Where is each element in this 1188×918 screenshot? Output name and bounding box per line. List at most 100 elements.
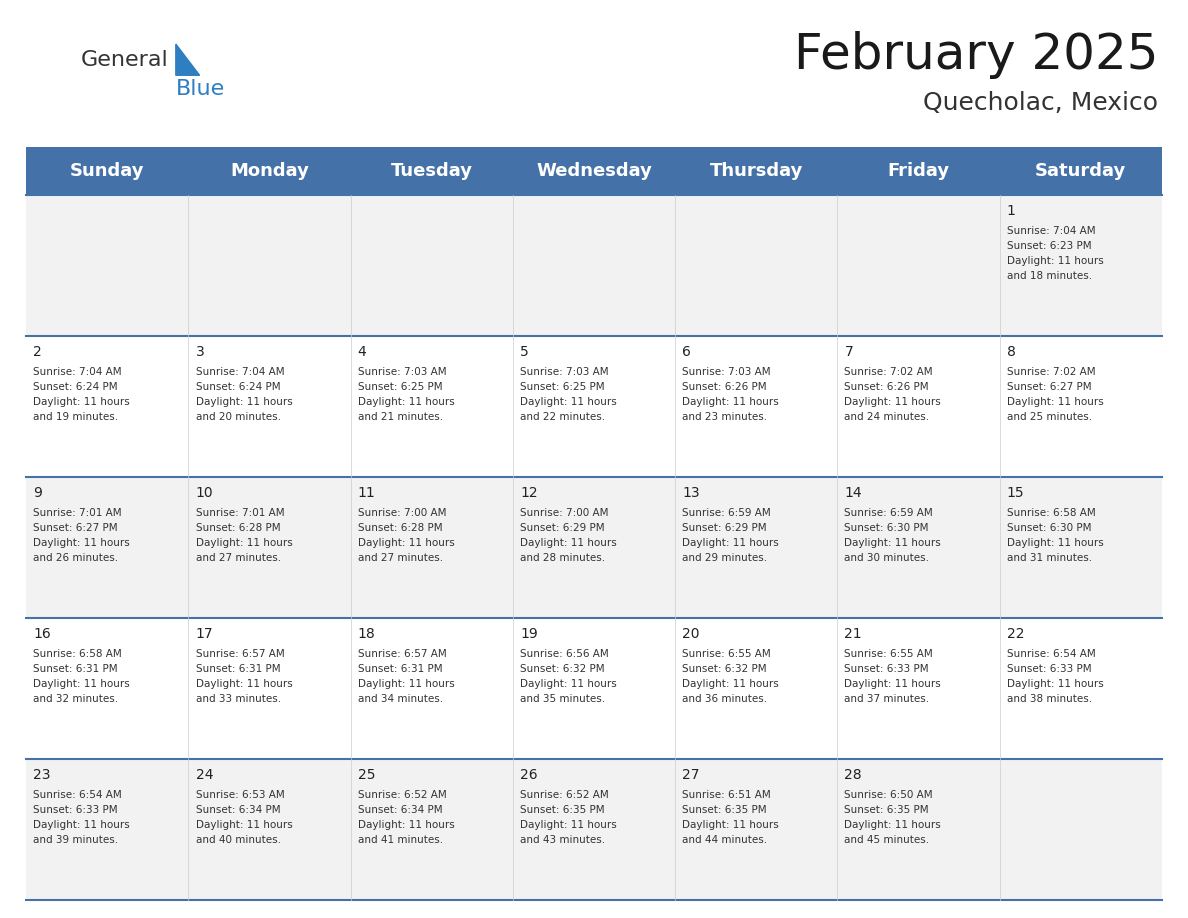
Text: Sunrise: 6:50 AM: Sunrise: 6:50 AM [845,790,933,800]
Text: Sunrise: 7:00 AM: Sunrise: 7:00 AM [520,508,608,518]
Text: Sunset: 6:30 PM: Sunset: 6:30 PM [1006,523,1092,533]
Text: Daylight: 11 hours: Daylight: 11 hours [196,679,292,689]
Text: Sunset: 6:27 PM: Sunset: 6:27 PM [33,523,118,533]
Text: and 35 minutes.: and 35 minutes. [520,694,605,704]
Text: Daylight: 11 hours: Daylight: 11 hours [1006,397,1104,408]
Text: Sunset: 6:29 PM: Sunset: 6:29 PM [682,523,767,533]
Text: and 27 minutes.: and 27 minutes. [196,554,280,564]
Text: 5: 5 [520,345,529,359]
Text: Sunset: 6:33 PM: Sunset: 6:33 PM [845,664,929,674]
Text: 16: 16 [33,627,51,641]
Text: and 39 minutes.: and 39 minutes. [33,835,119,845]
Text: 3: 3 [196,345,204,359]
Text: Daylight: 11 hours: Daylight: 11 hours [845,821,941,830]
Text: Daylight: 11 hours: Daylight: 11 hours [520,538,617,548]
Text: Sunset: 6:32 PM: Sunset: 6:32 PM [520,664,605,674]
Text: 24: 24 [196,767,213,782]
Text: and 26 minutes.: and 26 minutes. [33,554,119,564]
Text: Sunrise: 7:01 AM: Sunrise: 7:01 AM [196,508,284,518]
Text: 12: 12 [520,486,538,499]
Text: Sunrise: 6:54 AM: Sunrise: 6:54 AM [1006,649,1095,659]
Text: 25: 25 [358,767,375,782]
Text: Daylight: 11 hours: Daylight: 11 hours [682,821,779,830]
Text: and 45 minutes.: and 45 minutes. [845,835,930,845]
Text: Daylight: 11 hours: Daylight: 11 hours [196,538,292,548]
Text: and 20 minutes.: and 20 minutes. [196,412,280,422]
Text: Sunrise: 7:02 AM: Sunrise: 7:02 AM [845,367,933,377]
Bar [26,195,1162,336]
Text: Daylight: 11 hours: Daylight: 11 hours [845,538,941,548]
Text: 27: 27 [682,767,700,782]
Text: and 38 minutes.: and 38 minutes. [1006,694,1092,704]
Text: Sunset: 6:33 PM: Sunset: 6:33 PM [33,805,118,815]
Text: and 27 minutes.: and 27 minutes. [358,554,443,564]
Text: Sunrise: 6:53 AM: Sunrise: 6:53 AM [196,790,284,800]
Text: and 37 minutes.: and 37 minutes. [845,694,930,704]
Text: Sunset: 6:35 PM: Sunset: 6:35 PM [682,805,767,815]
Bar [26,476,1162,618]
Text: Sunset: 6:25 PM: Sunset: 6:25 PM [358,382,442,392]
Text: Blue: Blue [176,79,225,99]
Text: Sunset: 6:24 PM: Sunset: 6:24 PM [196,382,280,392]
Text: 20: 20 [682,627,700,641]
Text: and 33 minutes.: and 33 minutes. [196,694,280,704]
Text: Sunset: 6:31 PM: Sunset: 6:31 PM [196,664,280,674]
Text: and 40 minutes.: and 40 minutes. [196,835,280,845]
Text: 6: 6 [682,345,691,359]
Text: and 31 minutes.: and 31 minutes. [1006,554,1092,564]
Text: Daylight: 11 hours: Daylight: 11 hours [1006,256,1104,266]
Text: Sunday: Sunday [70,162,145,180]
Text: Sunrise: 6:59 AM: Sunrise: 6:59 AM [682,508,771,518]
Bar [26,336,1162,476]
Text: Sunrise: 6:52 AM: Sunrise: 6:52 AM [520,790,608,800]
Text: 9: 9 [33,486,42,499]
Text: Sunrise: 7:04 AM: Sunrise: 7:04 AM [33,367,122,377]
Text: Sunrise: 7:03 AM: Sunrise: 7:03 AM [520,367,608,377]
Text: Daylight: 11 hours: Daylight: 11 hours [33,821,129,830]
Text: and 23 minutes.: and 23 minutes. [682,412,767,422]
Text: 21: 21 [845,627,862,641]
Text: Tuesday: Tuesday [391,162,473,180]
Text: and 36 minutes.: and 36 minutes. [682,694,767,704]
Text: Daylight: 11 hours: Daylight: 11 hours [358,538,455,548]
Text: Sunrise: 7:01 AM: Sunrise: 7:01 AM [33,508,122,518]
Text: Daylight: 11 hours: Daylight: 11 hours [358,821,455,830]
Text: Sunset: 6:27 PM: Sunset: 6:27 PM [1006,382,1092,392]
Text: Sunset: 6:35 PM: Sunset: 6:35 PM [520,805,605,815]
Text: Sunset: 6:35 PM: Sunset: 6:35 PM [845,805,929,815]
Text: Sunset: 6:24 PM: Sunset: 6:24 PM [33,382,118,392]
Text: 2: 2 [33,345,42,359]
Text: Sunrise: 6:58 AM: Sunrise: 6:58 AM [33,649,122,659]
Text: Sunrise: 7:04 AM: Sunrise: 7:04 AM [1006,226,1095,236]
Text: Daylight: 11 hours: Daylight: 11 hours [1006,538,1104,548]
Text: Sunset: 6:31 PM: Sunset: 6:31 PM [358,664,442,674]
Text: Daylight: 11 hours: Daylight: 11 hours [196,821,292,830]
Text: General: General [81,50,169,70]
Text: and 24 minutes.: and 24 minutes. [845,412,930,422]
Text: Sunset: 6:28 PM: Sunset: 6:28 PM [358,523,442,533]
Text: 14: 14 [845,486,862,499]
Text: Sunrise: 6:57 AM: Sunrise: 6:57 AM [196,649,284,659]
Bar [26,758,1162,900]
Text: February 2025: February 2025 [794,31,1158,79]
Text: Sunset: 6:26 PM: Sunset: 6:26 PM [682,382,767,392]
Text: 11: 11 [358,486,375,499]
Text: Saturday: Saturday [1035,162,1126,180]
Text: Sunset: 6:31 PM: Sunset: 6:31 PM [33,664,118,674]
Text: Sunrise: 6:59 AM: Sunrise: 6:59 AM [845,508,934,518]
Text: Sunrise: 6:52 AM: Sunrise: 6:52 AM [358,790,447,800]
Text: Sunset: 6:30 PM: Sunset: 6:30 PM [845,523,929,533]
Text: and 30 minutes.: and 30 minutes. [845,554,929,564]
Text: Daylight: 11 hours: Daylight: 11 hours [520,397,617,408]
Text: Daylight: 11 hours: Daylight: 11 hours [196,397,292,408]
Text: 7: 7 [845,345,853,359]
Text: Sunrise: 7:02 AM: Sunrise: 7:02 AM [1006,367,1095,377]
Text: Sunrise: 7:03 AM: Sunrise: 7:03 AM [682,367,771,377]
Text: 26: 26 [520,767,538,782]
Text: and 22 minutes.: and 22 minutes. [520,412,605,422]
Text: Daylight: 11 hours: Daylight: 11 hours [33,538,129,548]
Text: 23: 23 [33,767,51,782]
Text: 1: 1 [1006,204,1016,218]
Text: Quecholac, Mexico: Quecholac, Mexico [923,91,1158,115]
Text: Sunset: 6:32 PM: Sunset: 6:32 PM [682,664,767,674]
